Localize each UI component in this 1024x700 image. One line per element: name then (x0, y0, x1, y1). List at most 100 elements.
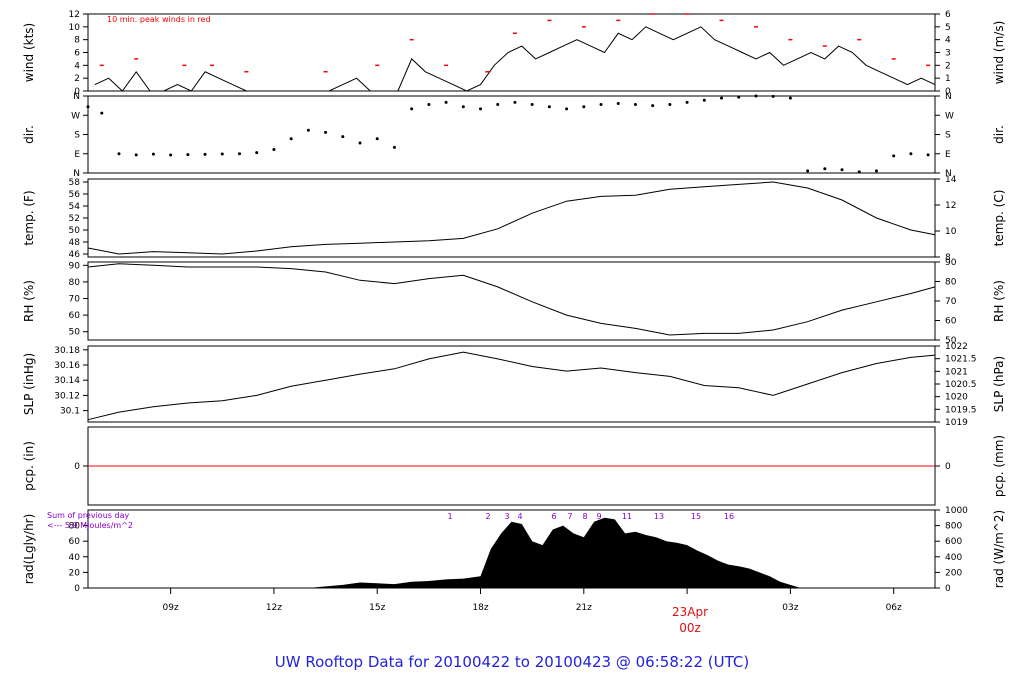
y-tick-label-left: 0 (74, 462, 80, 472)
hour-number-label: 15 (691, 512, 701, 521)
y-tick-label-right: E (945, 150, 951, 160)
panel-frame (87, 13, 936, 92)
time-axis: 09z 12z 15z 18z 21z 03z 06z (163, 588, 902, 613)
y-axis-label-left: rad(Lgly/hr) (22, 514, 36, 585)
y-tick-label-left: 20 (69, 568, 81, 578)
series-line-slp (87, 351, 936, 421)
y-tick-label-left: 60 (69, 537, 81, 547)
y-axis-label-left: dir. (22, 125, 36, 144)
direction-point (874, 169, 878, 173)
x-tick-label: 06z (886, 603, 902, 613)
direction-point (685, 100, 689, 104)
y-tick-label-left: 30.18 (54, 346, 80, 356)
direction-point (754, 94, 758, 98)
y-tick-label-right: 8 (945, 253, 951, 263)
y-tick-label-right: 1022 (945, 342, 968, 352)
x-tick-label: 15z (369, 603, 385, 613)
hour-number-label: 8 (582, 512, 587, 521)
direction-point (702, 98, 706, 102)
peak-wind-note: 10 min. peak winds in red (107, 15, 211, 24)
direction-point (633, 103, 637, 107)
direction-point (926, 153, 930, 157)
direction-point (324, 130, 328, 134)
hour-number-label: 16 (724, 512, 734, 521)
y-axis-label-right: pcp. (mm) (992, 435, 1006, 497)
y-tick-label-right: 0 (945, 87, 951, 97)
y-tick-label-right: 5 (945, 23, 951, 33)
panel-temp: 46 48 50 52 54 56 58 8 10 12 14 temp. (F) temp. (C) (22, 175, 1006, 263)
direction-point (203, 152, 207, 156)
y-tick-label-left: 50 (69, 226, 81, 236)
y-tick-label-right: 1020 (945, 393, 968, 403)
direction-point (651, 104, 655, 108)
direction-point (427, 103, 431, 107)
radiation-note: Sum of previous day (47, 511, 129, 520)
y-tick-label-left: 30.1 (60, 407, 80, 417)
direction-point (857, 170, 861, 174)
direction-point (788, 96, 792, 100)
y-axis-label-right: rad (W/m^2) (992, 510, 1006, 588)
y-tick-label-right: 1019 (945, 418, 968, 428)
direction-point (86, 105, 90, 109)
y-tick-label-left: 56 (69, 190, 81, 200)
y-tick-label-right: 6 (945, 10, 951, 20)
y-tick-label-left: 30.16 (54, 361, 80, 371)
panel-frame (87, 261, 936, 341)
direction-point (582, 105, 586, 109)
y-tick-label-right: 0 (945, 462, 951, 472)
direction-point (461, 105, 465, 109)
x-tick-label: 03z (782, 603, 798, 613)
direction-point (840, 168, 844, 172)
y-tick-label-left: 30.12 (54, 391, 80, 401)
y-tick-label-left: 2 (74, 74, 80, 84)
day-date-label: 23Apr (672, 605, 708, 619)
radiation-note: <--- 5.9 MJoules/m^2 (47, 521, 133, 530)
direction-point (530, 103, 534, 107)
y-axis-label-left: RH (%) (22, 280, 36, 322)
y-tick-label-right: 200 (945, 568, 962, 578)
direction-point (306, 128, 310, 132)
y-tick-label-left: S (74, 131, 80, 141)
y-axis-label-right: dir. (992, 125, 1006, 144)
direction-point (289, 137, 293, 141)
y-tick-label-left: 80 (69, 522, 81, 532)
y-tick-label-right: S (945, 131, 951, 141)
direction-point (513, 100, 517, 104)
y-tick-label-left: E (74, 150, 80, 160)
panel-frame (87, 95, 936, 174)
y-tick-label-right: 50 (945, 336, 957, 346)
direction-point (823, 167, 827, 171)
y-tick-label-left: 46 (69, 250, 81, 260)
direction-point (358, 141, 362, 145)
direction-point (668, 103, 672, 107)
direction-point (479, 107, 483, 111)
y-tick-label-right: 12 (945, 201, 956, 211)
y-tick-label-left: 58 (69, 178, 81, 188)
direction-point (134, 153, 138, 157)
y-tick-label-right: 60 (945, 317, 957, 327)
page-title: UW Rooftop Data for 20100422 to 20100423… (275, 653, 749, 671)
y-tick-label-right: 800 (945, 522, 962, 532)
y-tick-label-left: 70 (69, 295, 81, 305)
direction-point (771, 94, 775, 98)
hour-number-label: 2 (485, 512, 490, 521)
direction-point (599, 103, 603, 107)
y-tick-label-left: 40 (69, 553, 81, 563)
x-tick-label: 12z (266, 603, 282, 613)
y-tick-label-right: 2 (945, 61, 951, 71)
hour-number-label: 11 (622, 512, 632, 521)
direction-point (496, 103, 500, 107)
y-tick-label-right: W (945, 111, 954, 121)
y-tick-label-left: 4 (74, 61, 80, 71)
x-tick-label: 21z (576, 603, 592, 613)
series-line-temp (87, 181, 936, 255)
y-tick-label-left: 10 (69, 23, 81, 33)
direction-point (255, 151, 259, 155)
y-tick-label-left: W (71, 111, 80, 121)
y-tick-label-left: 50 (69, 328, 81, 338)
y-tick-label-right: 3 (945, 49, 951, 59)
